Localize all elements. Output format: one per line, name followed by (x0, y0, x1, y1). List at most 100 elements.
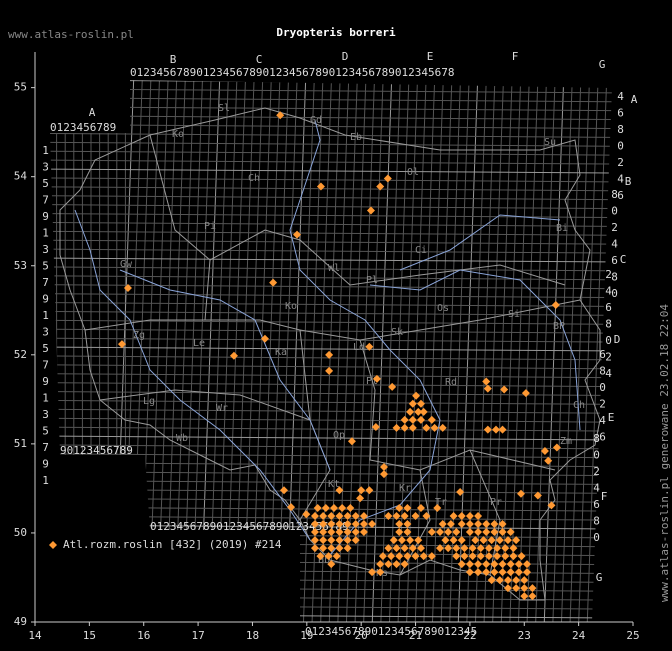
occurrence-point (444, 544, 453, 553)
x-tick-label: 23 (518, 629, 531, 642)
region-label: Tr (435, 497, 447, 508)
grid-line-h (50, 248, 612, 254)
occurrence-point (365, 342, 374, 351)
occurrence-point (498, 560, 507, 569)
occurrence-point (408, 544, 417, 553)
occurrence-point (397, 536, 406, 545)
occurrence-point (457, 560, 466, 569)
occurrence-point (346, 504, 355, 512)
region-label: Ch (248, 173, 260, 184)
grid-digits-vertical: 8024680 (608, 188, 621, 304)
region-label: Kt (328, 479, 340, 490)
grid-line-v (577, 80, 599, 622)
grid-letter: B (625, 175, 632, 188)
occurrence-point (506, 560, 515, 569)
occurrence-point (327, 544, 336, 553)
grid-line-v (285, 80, 307, 622)
occurrence-point (498, 568, 507, 577)
occurrence-point (338, 504, 347, 512)
occurrence-point (520, 576, 529, 585)
grid-digits-vertical: 2468024 (602, 268, 615, 384)
occurrence-point (392, 512, 401, 521)
occurrence-point (343, 520, 352, 529)
occurrence-point (533, 491, 542, 500)
occurrence-point (430, 423, 439, 432)
occurrence-point (319, 528, 328, 537)
occurrence-point (503, 584, 512, 593)
grid-line-h (50, 417, 612, 423)
grid-line-h (50, 195, 612, 201)
occurrence-point (474, 520, 483, 529)
region-label: Zm (560, 436, 572, 447)
occurrence-point (522, 568, 531, 577)
occurrence-point (327, 560, 336, 569)
occurrence-point (495, 576, 504, 585)
borders (59, 107, 601, 601)
site-name: www.atlas-roslin.pl (8, 28, 134, 41)
y-tick-label: 55 (14, 81, 27, 94)
grid-line-h (50, 168, 612, 174)
region-label: Op (333, 430, 345, 441)
occurrence-point (457, 520, 466, 529)
occurrence-point (490, 520, 499, 529)
occurrence-point (419, 407, 428, 416)
occurrence-point (482, 528, 491, 537)
y-tick-label: 52 (14, 348, 27, 361)
grid-letter: A (631, 93, 638, 106)
grid-line-v (362, 80, 384, 622)
occurrence-point (359, 520, 368, 529)
occurrence-point (452, 552, 461, 561)
occurrence-point (327, 528, 336, 537)
occurrence-point (319, 544, 328, 553)
occurrence-point (387, 552, 396, 561)
occurrence-point (503, 536, 512, 545)
occurrence-point (521, 389, 530, 398)
occurrence-point (400, 512, 409, 521)
region-label: Wl (328, 263, 340, 274)
occurrence-point (517, 552, 526, 561)
grid-line-h (50, 337, 612, 343)
grid-line-h (50, 124, 612, 129)
occurrence-point (490, 528, 499, 537)
region-label: Ko (172, 129, 184, 140)
occurrence-point (449, 536, 458, 545)
occurrence-point (483, 425, 492, 434)
occurrence-point (412, 391, 421, 400)
occurrence-point (487, 576, 496, 585)
map-title: Dryopteris borreri (276, 26, 396, 39)
occurrence-point (479, 536, 488, 545)
occurrence-point (356, 494, 365, 503)
occurrence-point (500, 385, 509, 394)
occurrence-point (321, 504, 330, 512)
occurrence-point (506, 528, 515, 537)
region-label: Pt (366, 376, 378, 387)
occurrence-point (269, 278, 278, 287)
occurrence-point (330, 504, 338, 512)
grid-line-h (50, 497, 612, 503)
grid-digits: 012345678901234567890123456789 (150, 520, 349, 533)
grid-digits: 0123456789 (50, 121, 116, 134)
region-border (84, 134, 581, 576)
occurrence-point (474, 568, 483, 577)
grid-line-v (569, 80, 591, 622)
grid-line-h (50, 159, 612, 165)
occurrence-point (313, 504, 322, 512)
occurrence-point (376, 182, 385, 191)
river-warta (119, 269, 331, 471)
occurrence-point (482, 568, 491, 577)
grid-line-h (50, 204, 612, 210)
grid-line-h (50, 373, 612, 379)
grid-line-h (50, 97, 612, 103)
occurrence-point (335, 544, 344, 553)
occurrence-point (416, 544, 425, 553)
occurrence-point (436, 544, 445, 553)
occurrence-point (335, 520, 344, 529)
grid-line-h (50, 328, 612, 334)
grid-line-h (50, 471, 612, 477)
occurrence-point (498, 425, 507, 434)
y-tick-label: 53 (14, 259, 27, 272)
grid-line-h (50, 177, 612, 183)
occurrence-point (414, 407, 423, 416)
occurrence-point (506, 568, 515, 577)
occurrence-point (552, 443, 561, 452)
